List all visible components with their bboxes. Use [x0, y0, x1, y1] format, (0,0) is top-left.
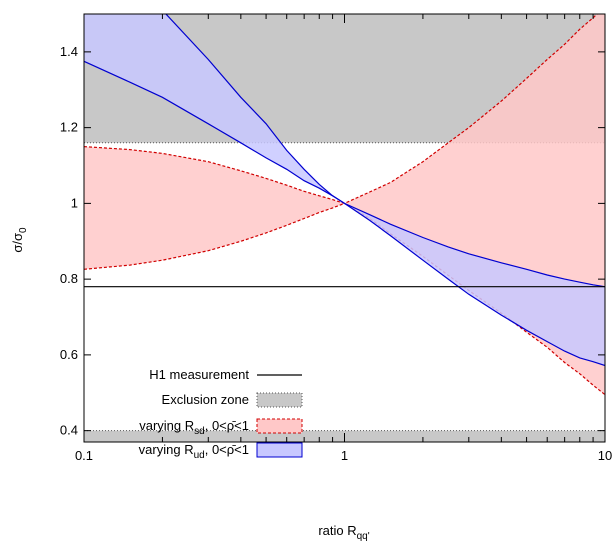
- y-tick-label: 1.2: [60, 120, 78, 135]
- y-axis-label: σ/σ0: [10, 227, 29, 253]
- legend-swatch-sd: [256, 418, 303, 434]
- band-ud-upper-line: [165, 14, 605, 288]
- y-tick-label: 0.8: [60, 271, 78, 286]
- legend-label-h1: H1 measurement: [149, 367, 249, 382]
- legend: H1 measurement Exclusion zone varying Rsd,…: [139, 367, 303, 461]
- y-axis-label-base: σ/σ: [10, 233, 25, 253]
- legend-label-sd: varying Rsd, 0<ρ̄<1: [139, 418, 249, 437]
- x-tick-label: 10: [598, 448, 612, 463]
- x-axis-label-sub: qq': [357, 531, 370, 542]
- legend-label-exclusion: Exclusion zone: [162, 392, 249, 407]
- y-tick-label: 0.4: [60, 423, 78, 438]
- band-sd-lower-line: [84, 202, 605, 396]
- y-tick-label: 1.4: [60, 44, 78, 59]
- legend-swatch-exclusion: [256, 392, 303, 408]
- x-tick-label: 0.1: [75, 448, 93, 463]
- band-sd: [84, 14, 605, 395]
- x-axis-label: ratio Rqq': [318, 523, 369, 542]
- legend-swatch-ud: [256, 442, 303, 458]
- band-ud-lower-line: [84, 60, 605, 367]
- axes: 0.4 0.6 0.8 1 1.2 1.4 0.1 1 10: [60, 13, 612, 463]
- y-tick-label: 0.6: [60, 347, 78, 362]
- y-axis-label-sub: 0: [18, 227, 29, 233]
- band-sd-upper-line: [84, 14, 598, 205]
- legend-label-ud: varying Rud, 0<ρ̄<1: [139, 442, 249, 461]
- x-tick-label: 1: [341, 448, 348, 463]
- band-ud: [84, 14, 605, 366]
- x-axis-label-base: ratio R: [318, 523, 356, 538]
- y-tick-label: 1: [71, 195, 78, 210]
